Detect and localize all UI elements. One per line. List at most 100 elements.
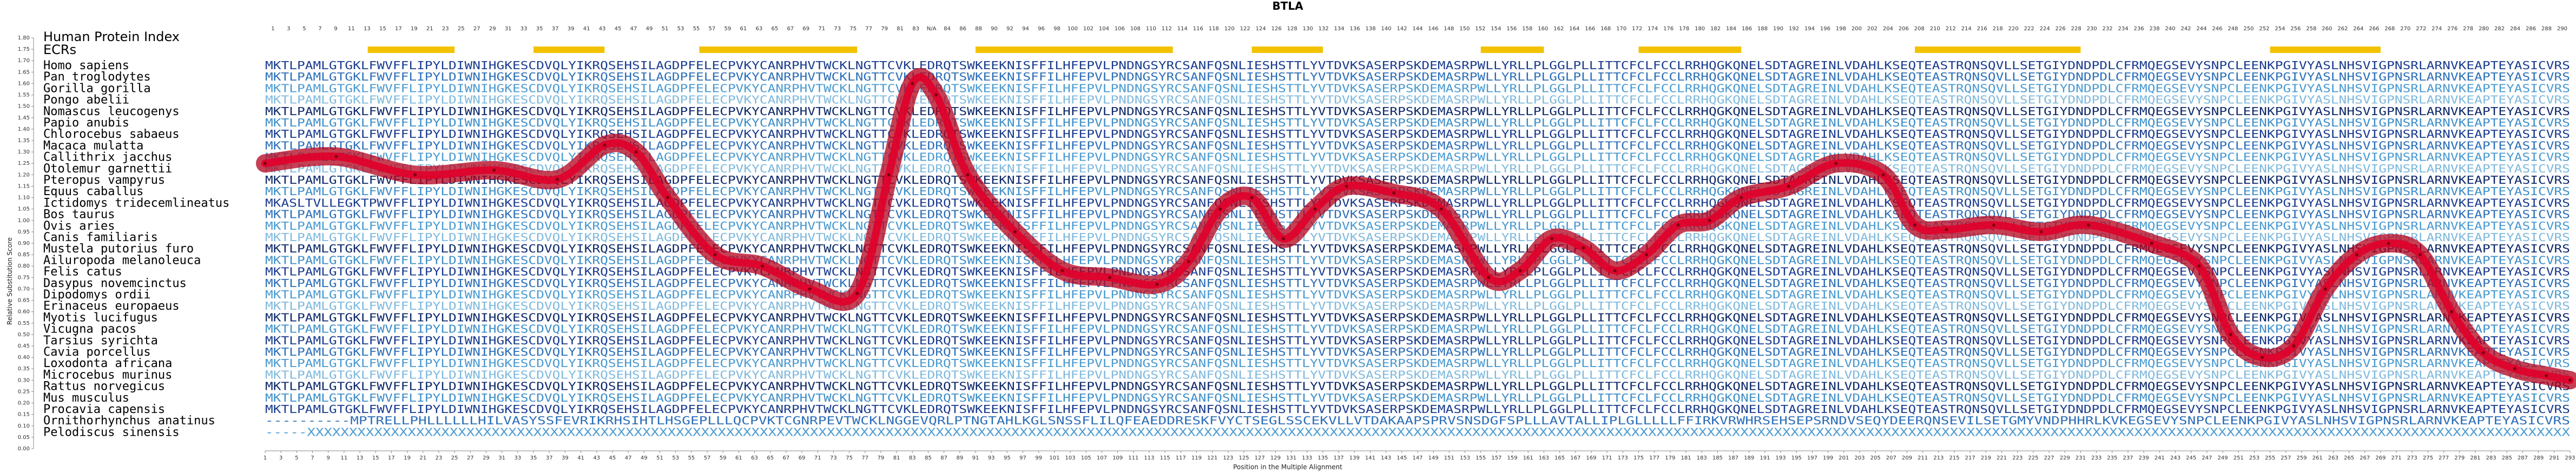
x-tick-label: 175 (1633, 455, 1644, 461)
curve-point (887, 173, 891, 177)
x-tick-label: 19 (404, 455, 411, 461)
top-axis-label: 284 (2510, 26, 2520, 32)
top-axis-label: 270 (2400, 26, 2410, 32)
x-tick-label: 101 (1049, 455, 1059, 461)
top-axis-label: 196 (1820, 26, 1830, 32)
hpi-label: Human Protein Index (43, 29, 180, 44)
species-label: Erinaceus europaeus (43, 299, 180, 313)
sequence-row: MKTLPAMLGTGKLFWVFFLIPYLDIWNIHGKESCDVQLYI… (265, 357, 2570, 370)
top-axis-label: 186 (1742, 26, 1752, 32)
species-label: Loxodonta africana (43, 357, 172, 370)
x-tick-label: 239 (2139, 455, 2149, 461)
curve-point (666, 196, 670, 199)
top-axis-label: 272 (2416, 26, 2426, 32)
top-axis-label: 258 (2306, 26, 2316, 32)
top-axis-label: 234 (2118, 26, 2129, 32)
x-tick-label: 77 (861, 455, 868, 461)
top-axis-label: 236 (2134, 26, 2144, 32)
top-axis-label: 244 (2196, 26, 2206, 32)
x-tick-label: 201 (1839, 455, 1849, 461)
top-axis-label: 206 (1899, 26, 1909, 32)
curve-point (334, 155, 338, 158)
sequence-row: -----XXXXXXXXXXXXXXXXXXXXXXXXXXXXXXXXXXX… (265, 425, 2571, 438)
sequence-row: MKTLPAMLGTGKLFWVFFLIPYLDIWNIHGKESCDVQLYI… (265, 231, 2570, 244)
y-tick-label: 1.15 (18, 183, 30, 189)
x-tick-label: 27 (467, 455, 474, 461)
species-label: Bos taurus (43, 208, 115, 222)
x-tick-label: 159 (1507, 455, 1518, 461)
top-axis-label: N/A (927, 26, 937, 32)
y-axis: 0.00 0.05 0.10 0.15 0.20 0.25 0.30 0.35 0.40 0.45… (18, 35, 34, 452)
top-axis-label: 158 (1522, 26, 1532, 32)
y-tick-label: 1.05 (18, 206, 30, 212)
x-tick-label: 259 (2296, 455, 2307, 461)
top-axis-label: 124 (1256, 26, 1266, 32)
substitution-curve (256, 68, 2576, 390)
curve-point (2323, 287, 2327, 291)
curve-point (1345, 184, 1348, 188)
x-tick-label: 91 (972, 455, 979, 461)
x-tick-label: 189 (1744, 455, 1754, 461)
top-axis-label: 15 (379, 26, 386, 32)
top-axis-label: 254 (2275, 26, 2285, 32)
species-label: Chlorocebus sabaeus (43, 128, 180, 141)
top-axis-label: 55 (693, 26, 700, 32)
top-axis-label: 252 (2259, 26, 2269, 32)
curve-point (1218, 207, 1222, 211)
species-label: Pongo abelii (43, 94, 129, 107)
curve-point (1550, 237, 1554, 241)
curve-point (634, 150, 638, 154)
y-tick-label: 1.80 (18, 35, 30, 41)
curve-point (1787, 184, 1790, 188)
y-tick-label: 0.30 (18, 377, 30, 383)
chart-title: BTLA (1272, 0, 1303, 12)
top-axis-label: 230 (2087, 26, 2097, 32)
ecr-bars (367, 46, 2381, 53)
top-axis-label: 104 (1099, 26, 1109, 32)
species-label: Microcebus murinus (43, 368, 172, 382)
y-tick-label: 0.55 (18, 321, 30, 327)
top-axis-label: 108 (1130, 26, 1141, 32)
x-tick-label: 265 (2344, 455, 2354, 461)
x-tick-label: 161 (1523, 455, 1533, 461)
x-tick-label: 191 (1760, 455, 1770, 461)
curve-point (1945, 228, 1948, 231)
x-tick-label: 23 (436, 455, 443, 461)
x-axis-label: Position in the Multiple Alignment (1233, 463, 1342, 471)
x-tick-label: 237 (2123, 455, 2133, 461)
sequence-row: MKTLPAMLGTGKLFWVFFLIPYLDIWNIHGKESCDVQLYI… (265, 299, 2570, 312)
curve-point (1313, 207, 1317, 211)
top-axis-label: 130 (1303, 26, 1313, 32)
x-tick-label: 5 (295, 455, 298, 461)
top-axis-label: 170 (1616, 26, 1626, 32)
top-axis-label: 148 (1444, 26, 1454, 32)
x-tick-label: 177 (1649, 455, 1659, 461)
top-axis-label: 204 (1883, 26, 1893, 32)
top-axis-label: 9 (334, 26, 337, 32)
top-axis-label: 47 (630, 26, 637, 32)
x-tick-label: 145 (1396, 455, 1407, 461)
x-tick-label: 197 (1807, 455, 1817, 461)
species-label: Gorilla gorilla (43, 82, 151, 95)
ecr-bar (1638, 46, 1742, 53)
top-axis-label: 75 (849, 26, 857, 32)
curve-point (1834, 162, 1838, 165)
top-axis-label: 3 (287, 26, 290, 32)
species-label: Felis catus (43, 265, 122, 279)
top-axis-label: 262 (2337, 26, 2348, 32)
top-axis-label: 110 (1146, 26, 1156, 32)
species-label: Macaca mulatta (43, 139, 143, 152)
top-axis-label: 160 (1538, 26, 1548, 32)
top-axis-label: 29 (489, 26, 496, 32)
x-tick-label: 131 (1286, 455, 1296, 461)
top-axis-label: 37 (552, 26, 559, 32)
y-tick-label: 0.70 (18, 286, 30, 292)
x-tick-label: 187 (1728, 455, 1738, 461)
curve-point (2450, 310, 2454, 314)
species-label: Pteropus vampyrus (43, 174, 165, 187)
top-axis-label: 73 (834, 26, 841, 32)
x-tick-label: 25 (451, 455, 458, 461)
top-axis-label: 83 (912, 26, 919, 32)
y-tick-label: 0.40 (18, 355, 30, 361)
